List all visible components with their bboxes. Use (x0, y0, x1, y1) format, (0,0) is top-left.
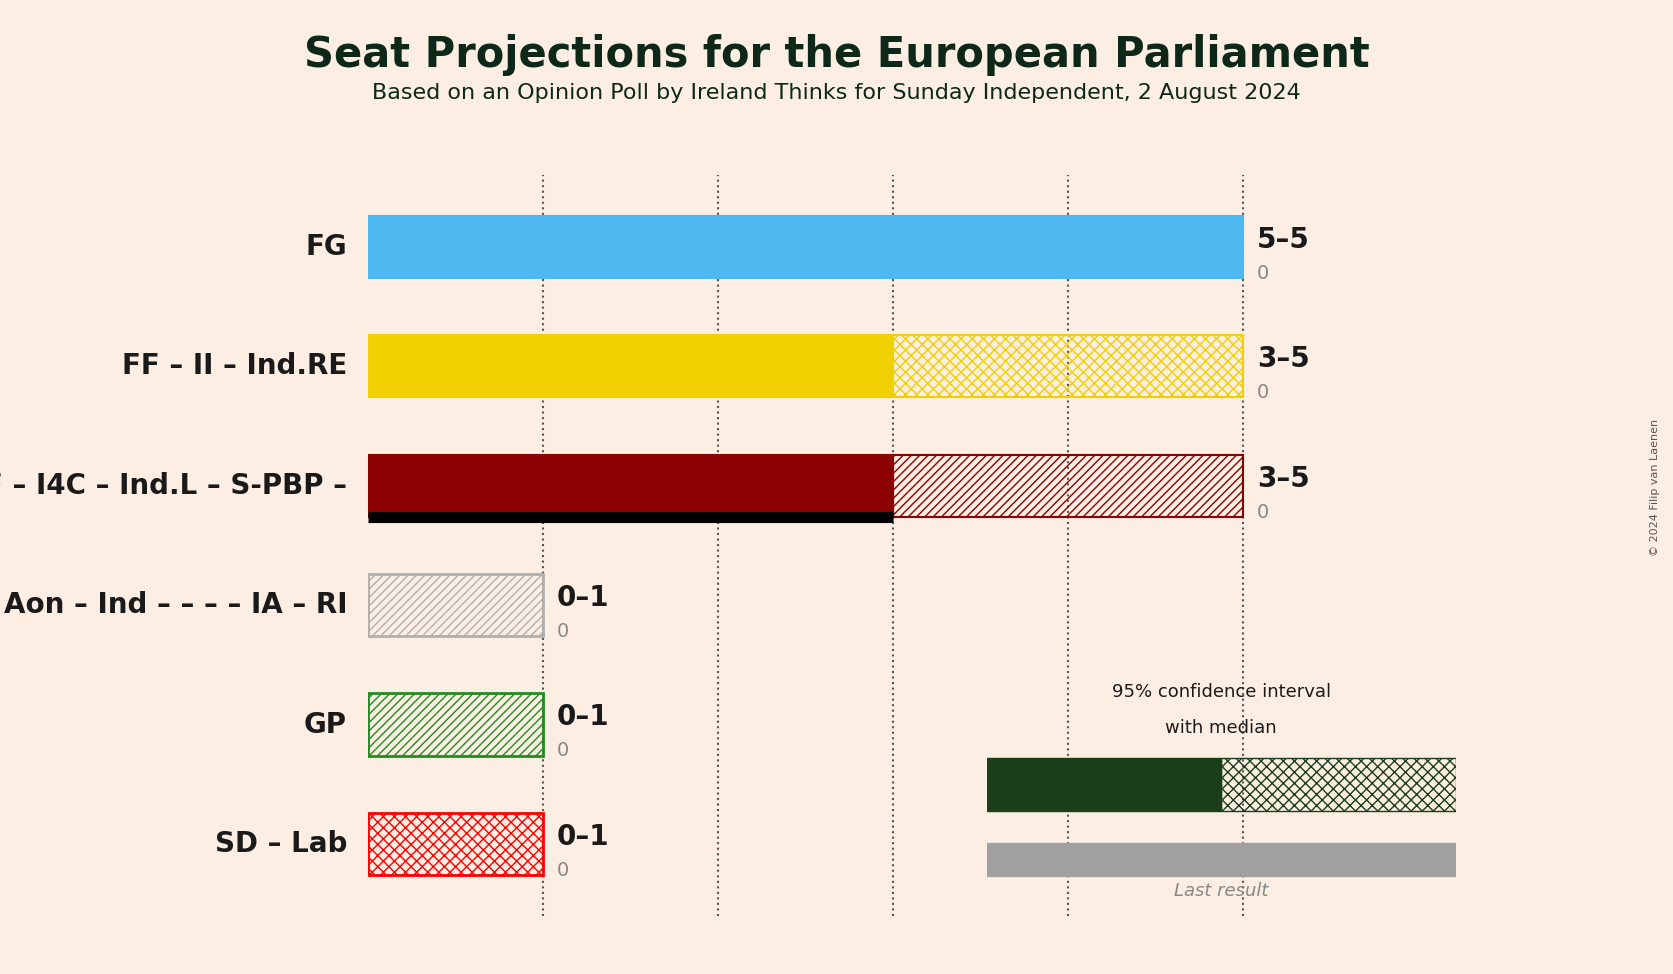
Text: Last result: Last result (1174, 882, 1268, 900)
Bar (1221, 758, 1456, 811)
Bar (987, 843, 1456, 876)
Text: 0: 0 (557, 861, 569, 880)
Text: SD – Lab: SD – Lab (214, 830, 346, 858)
Bar (368, 574, 544, 636)
Bar (368, 455, 893, 517)
Text: 0: 0 (1256, 503, 1270, 521)
Bar (368, 813, 544, 875)
Bar (987, 758, 1221, 811)
Text: 3–5: 3–5 (1256, 345, 1310, 373)
Text: 0–1: 0–1 (557, 703, 609, 731)
Text: 0–1: 0–1 (557, 584, 609, 612)
Text: SF – I4C – Ind.L – S-PBP –: SF – I4C – Ind.L – S-PBP – (0, 471, 346, 500)
Text: 0: 0 (557, 622, 569, 641)
Bar (893, 455, 1243, 517)
Text: 5–5: 5–5 (1256, 226, 1310, 254)
Text: GP: GP (304, 710, 346, 738)
Bar (893, 335, 1243, 397)
Text: 3–5: 3–5 (1256, 465, 1310, 493)
Text: Based on an Opinion Poll by Ireland Thinks for Sunday Independent, 2 August 2024: Based on an Opinion Poll by Ireland Thin… (371, 83, 1302, 103)
Bar (368, 335, 893, 397)
Text: 0: 0 (557, 741, 569, 761)
Text: 0–1: 0–1 (557, 823, 609, 850)
Bar (368, 216, 1243, 278)
Bar (368, 693, 544, 756)
Text: © 2024 Filip van Laenen: © 2024 Filip van Laenen (1650, 419, 1660, 555)
Text: Seat Projections for the European Parliament: Seat Projections for the European Parlia… (303, 34, 1370, 76)
Text: Aon – Ind – – – – IA – RI: Aon – Ind – – – – IA – RI (3, 591, 346, 619)
Text: FG: FG (306, 233, 346, 261)
Text: 0: 0 (1256, 264, 1270, 282)
Text: FF – II – Ind.RE: FF – II – Ind.RE (122, 353, 346, 381)
Text: 0: 0 (1256, 383, 1270, 402)
Text: with median: with median (1166, 719, 1276, 737)
Text: 95% confidence interval: 95% confidence interval (1113, 683, 1330, 700)
